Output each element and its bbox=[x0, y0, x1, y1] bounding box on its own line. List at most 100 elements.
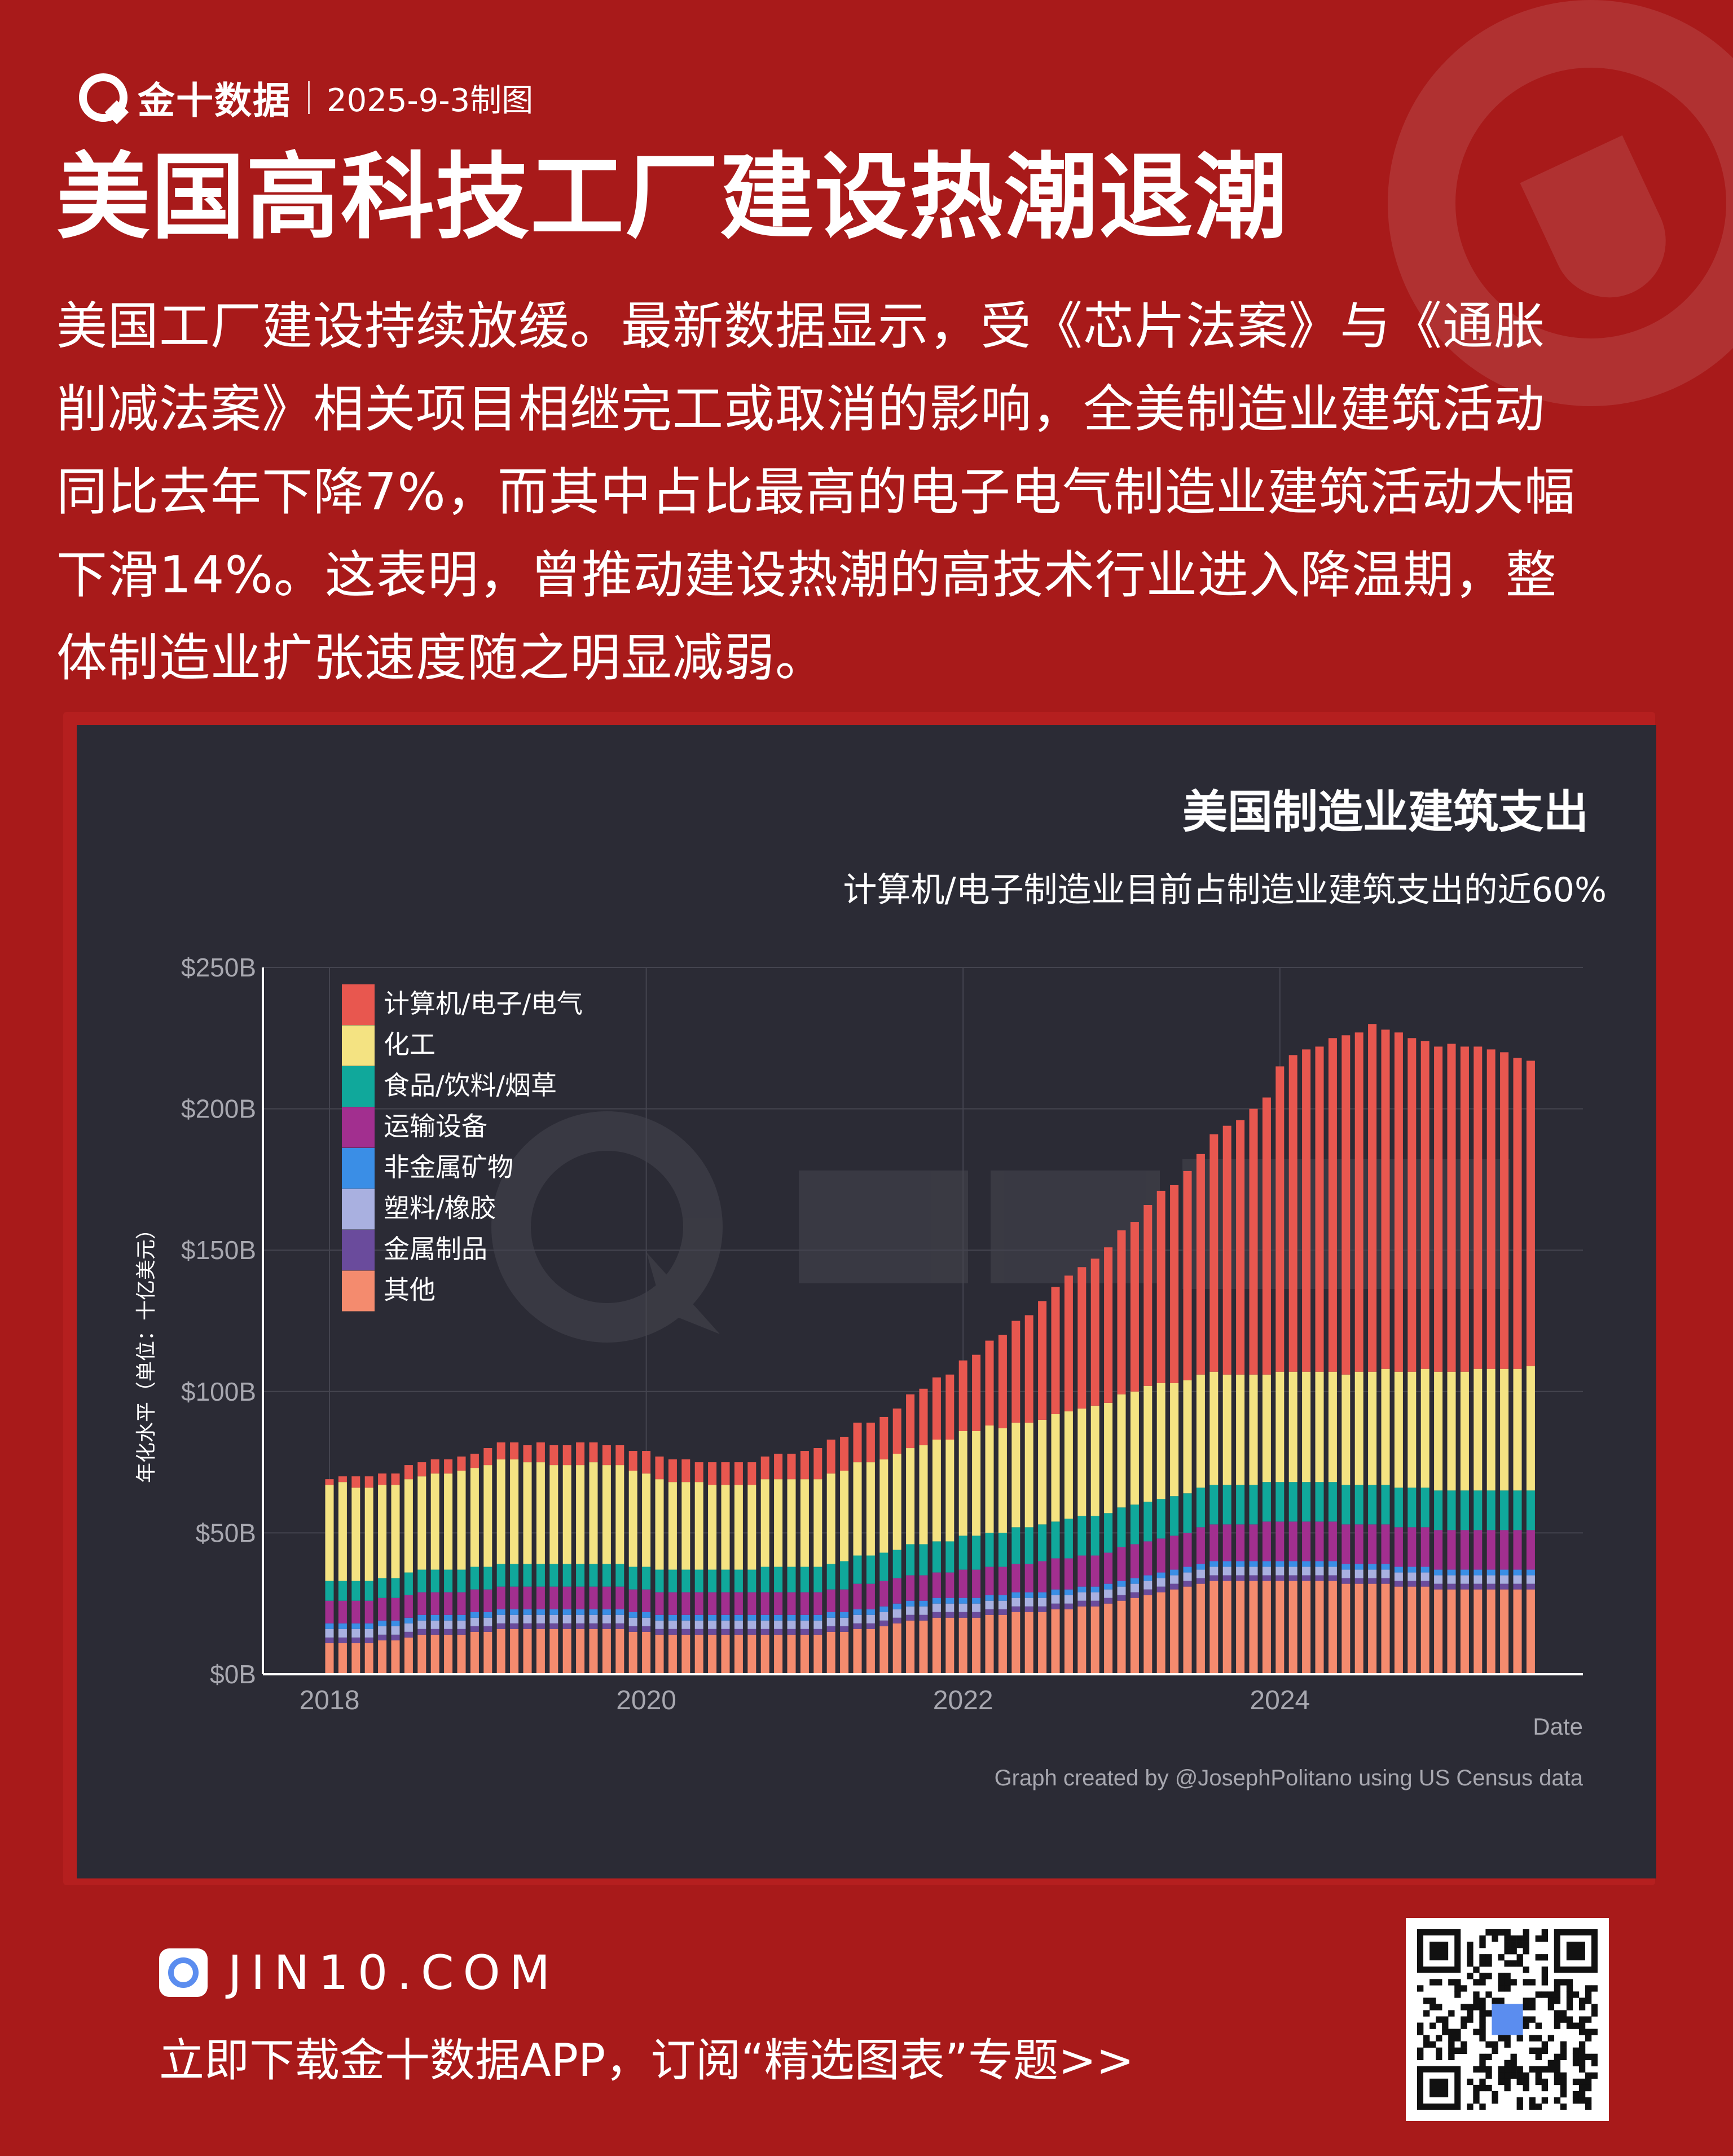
chart-bars bbox=[325, 1024, 1535, 1674]
bar-segment bbox=[325, 1600, 334, 1623]
bar-segment bbox=[1275, 1567, 1285, 1576]
bar-segment bbox=[1090, 1516, 1099, 1556]
qr-module bbox=[1485, 2010, 1492, 2017]
bar-segment bbox=[496, 1586, 505, 1609]
bar-segment bbox=[932, 1572, 941, 1598]
bar-segment bbox=[800, 1567, 809, 1592]
bar-segment bbox=[1024, 1612, 1033, 1674]
footer-site-link[interactable]: JIN10.COM bbox=[228, 1945, 560, 2000]
bar-segment bbox=[774, 1620, 783, 1629]
qr-module bbox=[1510, 2053, 1517, 2061]
qr-module bbox=[1454, 2029, 1461, 2035]
bar-segment bbox=[800, 1620, 809, 1629]
qr-module bbox=[1547, 1997, 1555, 2004]
bar-segment bbox=[1249, 1567, 1258, 1576]
bar-segment bbox=[1011, 1612, 1021, 1674]
bar-segment bbox=[549, 1629, 558, 1674]
qr-module bbox=[1535, 2047, 1542, 2054]
bar-segment bbox=[985, 1425, 994, 1533]
qr-module bbox=[1461, 2022, 1467, 2029]
bar-segment bbox=[1420, 1041, 1429, 1369]
qr-module bbox=[1572, 2078, 1580, 2085]
bar-segment bbox=[1117, 1586, 1126, 1595]
bar-segment bbox=[510, 1629, 519, 1674]
bar-segment bbox=[1011, 1606, 1021, 1612]
bar-segment bbox=[1262, 1521, 1271, 1561]
bar-segment bbox=[549, 1445, 558, 1466]
bar-segment bbox=[1222, 1485, 1231, 1525]
bar-segment bbox=[721, 1462, 730, 1485]
bar-segment bbox=[998, 1595, 1007, 1601]
qr-module bbox=[1485, 2053, 1492, 2061]
bar-segment bbox=[1064, 1411, 1073, 1519]
bar-segment bbox=[787, 1592, 796, 1615]
bar-segment bbox=[1130, 1583, 1139, 1592]
bar-segment bbox=[1196, 1569, 1205, 1578]
bar-segment bbox=[747, 1569, 756, 1592]
bar-segment bbox=[1328, 1581, 1337, 1674]
qr-module bbox=[1423, 2010, 1430, 2017]
bar-segment bbox=[919, 1388, 928, 1446]
bar-segment bbox=[523, 1564, 532, 1587]
bar-segment bbox=[338, 1643, 347, 1674]
qr-module bbox=[1585, 2084, 1592, 2092]
bar-segment bbox=[1117, 1547, 1126, 1581]
qr-module bbox=[1504, 2060, 1511, 2067]
bar-segment bbox=[1447, 1044, 1456, 1372]
bar-segment bbox=[866, 1623, 875, 1629]
bar-segment bbox=[1038, 1419, 1047, 1525]
qr-module bbox=[1473, 2029, 1480, 2035]
qr-module bbox=[1510, 2066, 1517, 2073]
qr-module bbox=[1578, 2016, 1586, 2023]
bar-segment bbox=[760, 1479, 769, 1567]
bar-segment bbox=[576, 1614, 585, 1623]
bar-segment bbox=[826, 1631, 835, 1674]
bar-segment bbox=[1130, 1578, 1139, 1584]
qr-module bbox=[1504, 2041, 1511, 2048]
bar-segment bbox=[681, 1482, 690, 1570]
qr-module bbox=[1479, 1935, 1486, 1942]
qr-module bbox=[1510, 1960, 1517, 1967]
bar-segment bbox=[378, 1473, 387, 1485]
bar-segment bbox=[470, 1589, 479, 1612]
bar-segment bbox=[325, 1623, 334, 1629]
qr-module bbox=[1467, 2103, 1474, 2110]
qr-code-icon[interactable] bbox=[1406, 1918, 1609, 2121]
legend-label: 化工 bbox=[384, 1029, 436, 1060]
qr-module bbox=[1523, 2022, 1529, 2029]
bar-segment bbox=[1302, 1575, 1311, 1581]
qr-module bbox=[1485, 2084, 1492, 2092]
bar-segment bbox=[892, 1550, 901, 1578]
bar-segment bbox=[1526, 1589, 1535, 1674]
bar-segment bbox=[760, 1592, 769, 1615]
bar-segment bbox=[655, 1620, 664, 1629]
bar-segment bbox=[681, 1569, 690, 1592]
qr-module bbox=[1423, 2035, 1430, 2041]
bar-segment bbox=[1394, 1581, 1403, 1587]
bar-segment bbox=[1341, 1035, 1351, 1375]
qr-module bbox=[1485, 2072, 1492, 2079]
bar-segment bbox=[364, 1629, 373, 1638]
qr-module bbox=[1529, 2097, 1536, 2104]
qr-module bbox=[1578, 2084, 1586, 2092]
bar-segment bbox=[1051, 1414, 1060, 1522]
footer-cta-text[interactable]: 立即下载金十数据APP，订阅“精选图表”专题>> bbox=[159, 2034, 1134, 2087]
bar-segment bbox=[1064, 1589, 1073, 1595]
bar-segment bbox=[1024, 1564, 1033, 1592]
bar-segment bbox=[483, 1465, 492, 1567]
bar-segment bbox=[972, 1617, 981, 1674]
bar-segment bbox=[496, 1609, 505, 1615]
bar-segment bbox=[470, 1612, 479, 1618]
bar-segment bbox=[985, 1600, 994, 1609]
qr-module bbox=[1510, 2072, 1517, 2079]
qr-module bbox=[1436, 2047, 1442, 2054]
bar-segment bbox=[906, 1606, 915, 1615]
qr-module bbox=[1591, 2029, 1598, 2035]
qr-module bbox=[1572, 2091, 1580, 2098]
bar-segment bbox=[364, 1476, 373, 1488]
bar-segment bbox=[1526, 1569, 1535, 1576]
bar-segment bbox=[694, 1569, 703, 1592]
qr-module bbox=[1560, 2072, 1567, 2079]
qr-module bbox=[1566, 2004, 1573, 2010]
bar-segment bbox=[721, 1620, 730, 1629]
